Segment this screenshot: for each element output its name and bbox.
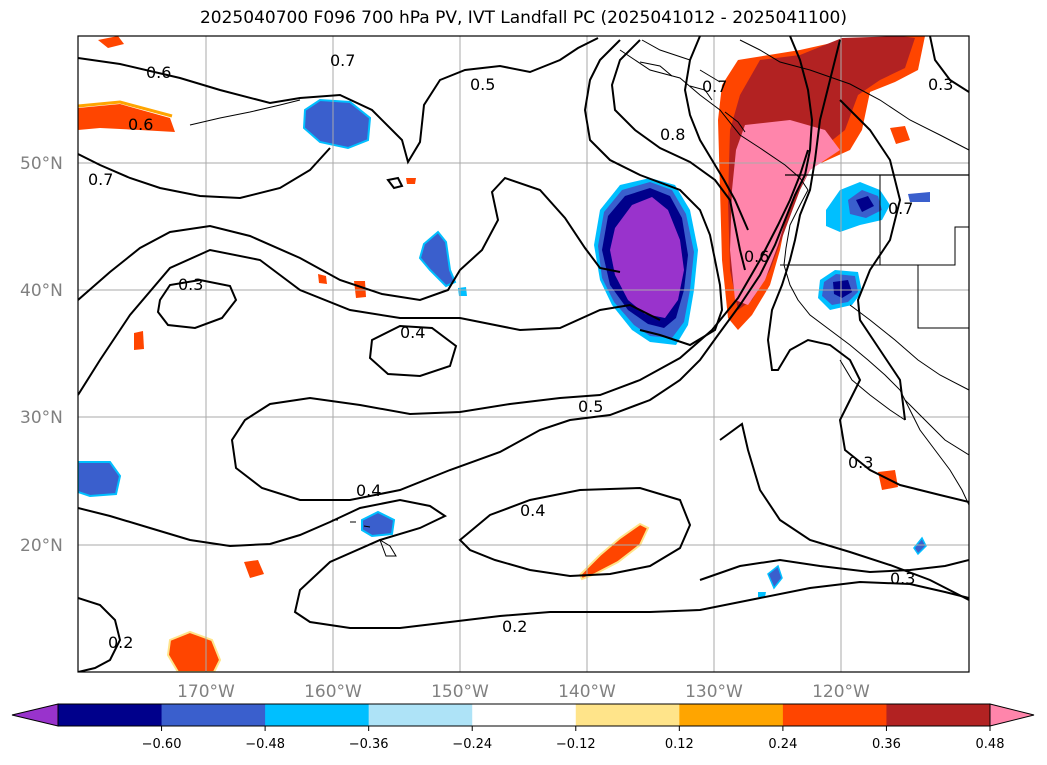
colorbar-tick-label: −0.36: [349, 737, 389, 752]
colorbar: −0.60 −0.48 −0.36 −0.24 −0.12 0.12 0.24 0.36 0.4…: [11, 703, 1035, 752]
contour-label: 0.6: [146, 63, 171, 82]
colorbar-segment: [679, 704, 784, 726]
colorbar-segment: [782, 704, 887, 726]
lon-label: 140°W: [558, 682, 616, 702]
lat-label: 30°N: [20, 408, 63, 428]
colorbar-tick-label: 0.12: [665, 737, 694, 752]
contour-label: 0.6: [128, 115, 153, 134]
contour-label: 0.4: [356, 481, 381, 500]
positive-anomaly-shading: [78, 36, 925, 672]
contour-labels: 0.6 0.7 0.5 0.6 0.7 0.8 0.7 0.3 0.3 0.4 …: [88, 51, 953, 652]
colorbar-tick-label: 0.48: [976, 737, 1005, 752]
contour-label: 0.4: [520, 501, 545, 520]
colorbar-segment: [368, 704, 473, 726]
colorbar-tick-label: −0.60: [142, 737, 182, 752]
colorbar-tick-label: −0.24: [452, 737, 492, 752]
contour-label: 0.7: [330, 51, 355, 70]
colorbar-tick-label: 0.36: [872, 737, 901, 752]
colorbar-extend-low: [11, 703, 59, 727]
contour-label: 0.2: [502, 617, 527, 636]
colorbar-segment: [265, 704, 370, 726]
colorbar-segment: [575, 704, 680, 726]
contour-label: 0.2: [108, 633, 133, 652]
pv-contours: [78, 36, 969, 672]
colorbar-segment: [472, 704, 577, 726]
lon-label: 160°W: [304, 682, 362, 702]
contour-label: 0.3: [178, 275, 203, 294]
map-plot-area: 0.6 0.7 0.5 0.6 0.7 0.8 0.7 0.3 0.3 0.4 …: [78, 36, 969, 672]
contour-label: 0.7: [888, 199, 913, 218]
contour-label: 0.8: [660, 125, 685, 144]
colorbar-tick-label: −0.12: [556, 737, 596, 752]
contour-label: 0.7: [88, 170, 113, 189]
colorbar-frame: [57, 703, 991, 727]
lat-label: 50°N: [20, 154, 63, 174]
contour-label: 0.4: [400, 323, 425, 342]
contour-label: 0.6: [744, 247, 769, 266]
negative-anomaly-shading: [78, 98, 930, 597]
contour-label: 0.3: [848, 453, 873, 472]
plot-frame: [77, 35, 970, 673]
colorbar-segment: [58, 704, 163, 726]
colorbar-tick-label: −0.48: [245, 737, 285, 752]
colorbar-segment: [161, 704, 266, 726]
lon-label: 150°W: [431, 682, 489, 702]
colorbar-extend-high: [989, 703, 1035, 727]
contour-label: 0.5: [578, 397, 603, 416]
lon-label: 130°W: [685, 682, 743, 702]
coastlines: [189, 39, 969, 557]
lat-label: 20°N: [20, 536, 63, 556]
subtropical-positive-streak: [578, 522, 650, 581]
lon-label: 120°W: [812, 682, 870, 702]
lat-label: 40°N: [20, 281, 63, 301]
map-title: 2025040700 F096 700 hPa PV, IVT Landfall…: [199, 8, 847, 28]
latitude-labels: 50°N 40°N 30°N 20°N: [20, 154, 63, 556]
contour-label: 0.3: [890, 569, 915, 588]
lon-label: 170°W: [177, 682, 235, 702]
colorbar-segment: [886, 704, 991, 726]
contour-label: 0.3: [928, 75, 953, 94]
longitude-labels: 170°W 160°W 150°W 140°W 130°W 120°W: [177, 682, 870, 702]
contour-label: 0.5: [470, 75, 495, 94]
contour-label: 0.7: [702, 77, 727, 96]
colorbar-tick-label: 0.24: [768, 737, 797, 752]
